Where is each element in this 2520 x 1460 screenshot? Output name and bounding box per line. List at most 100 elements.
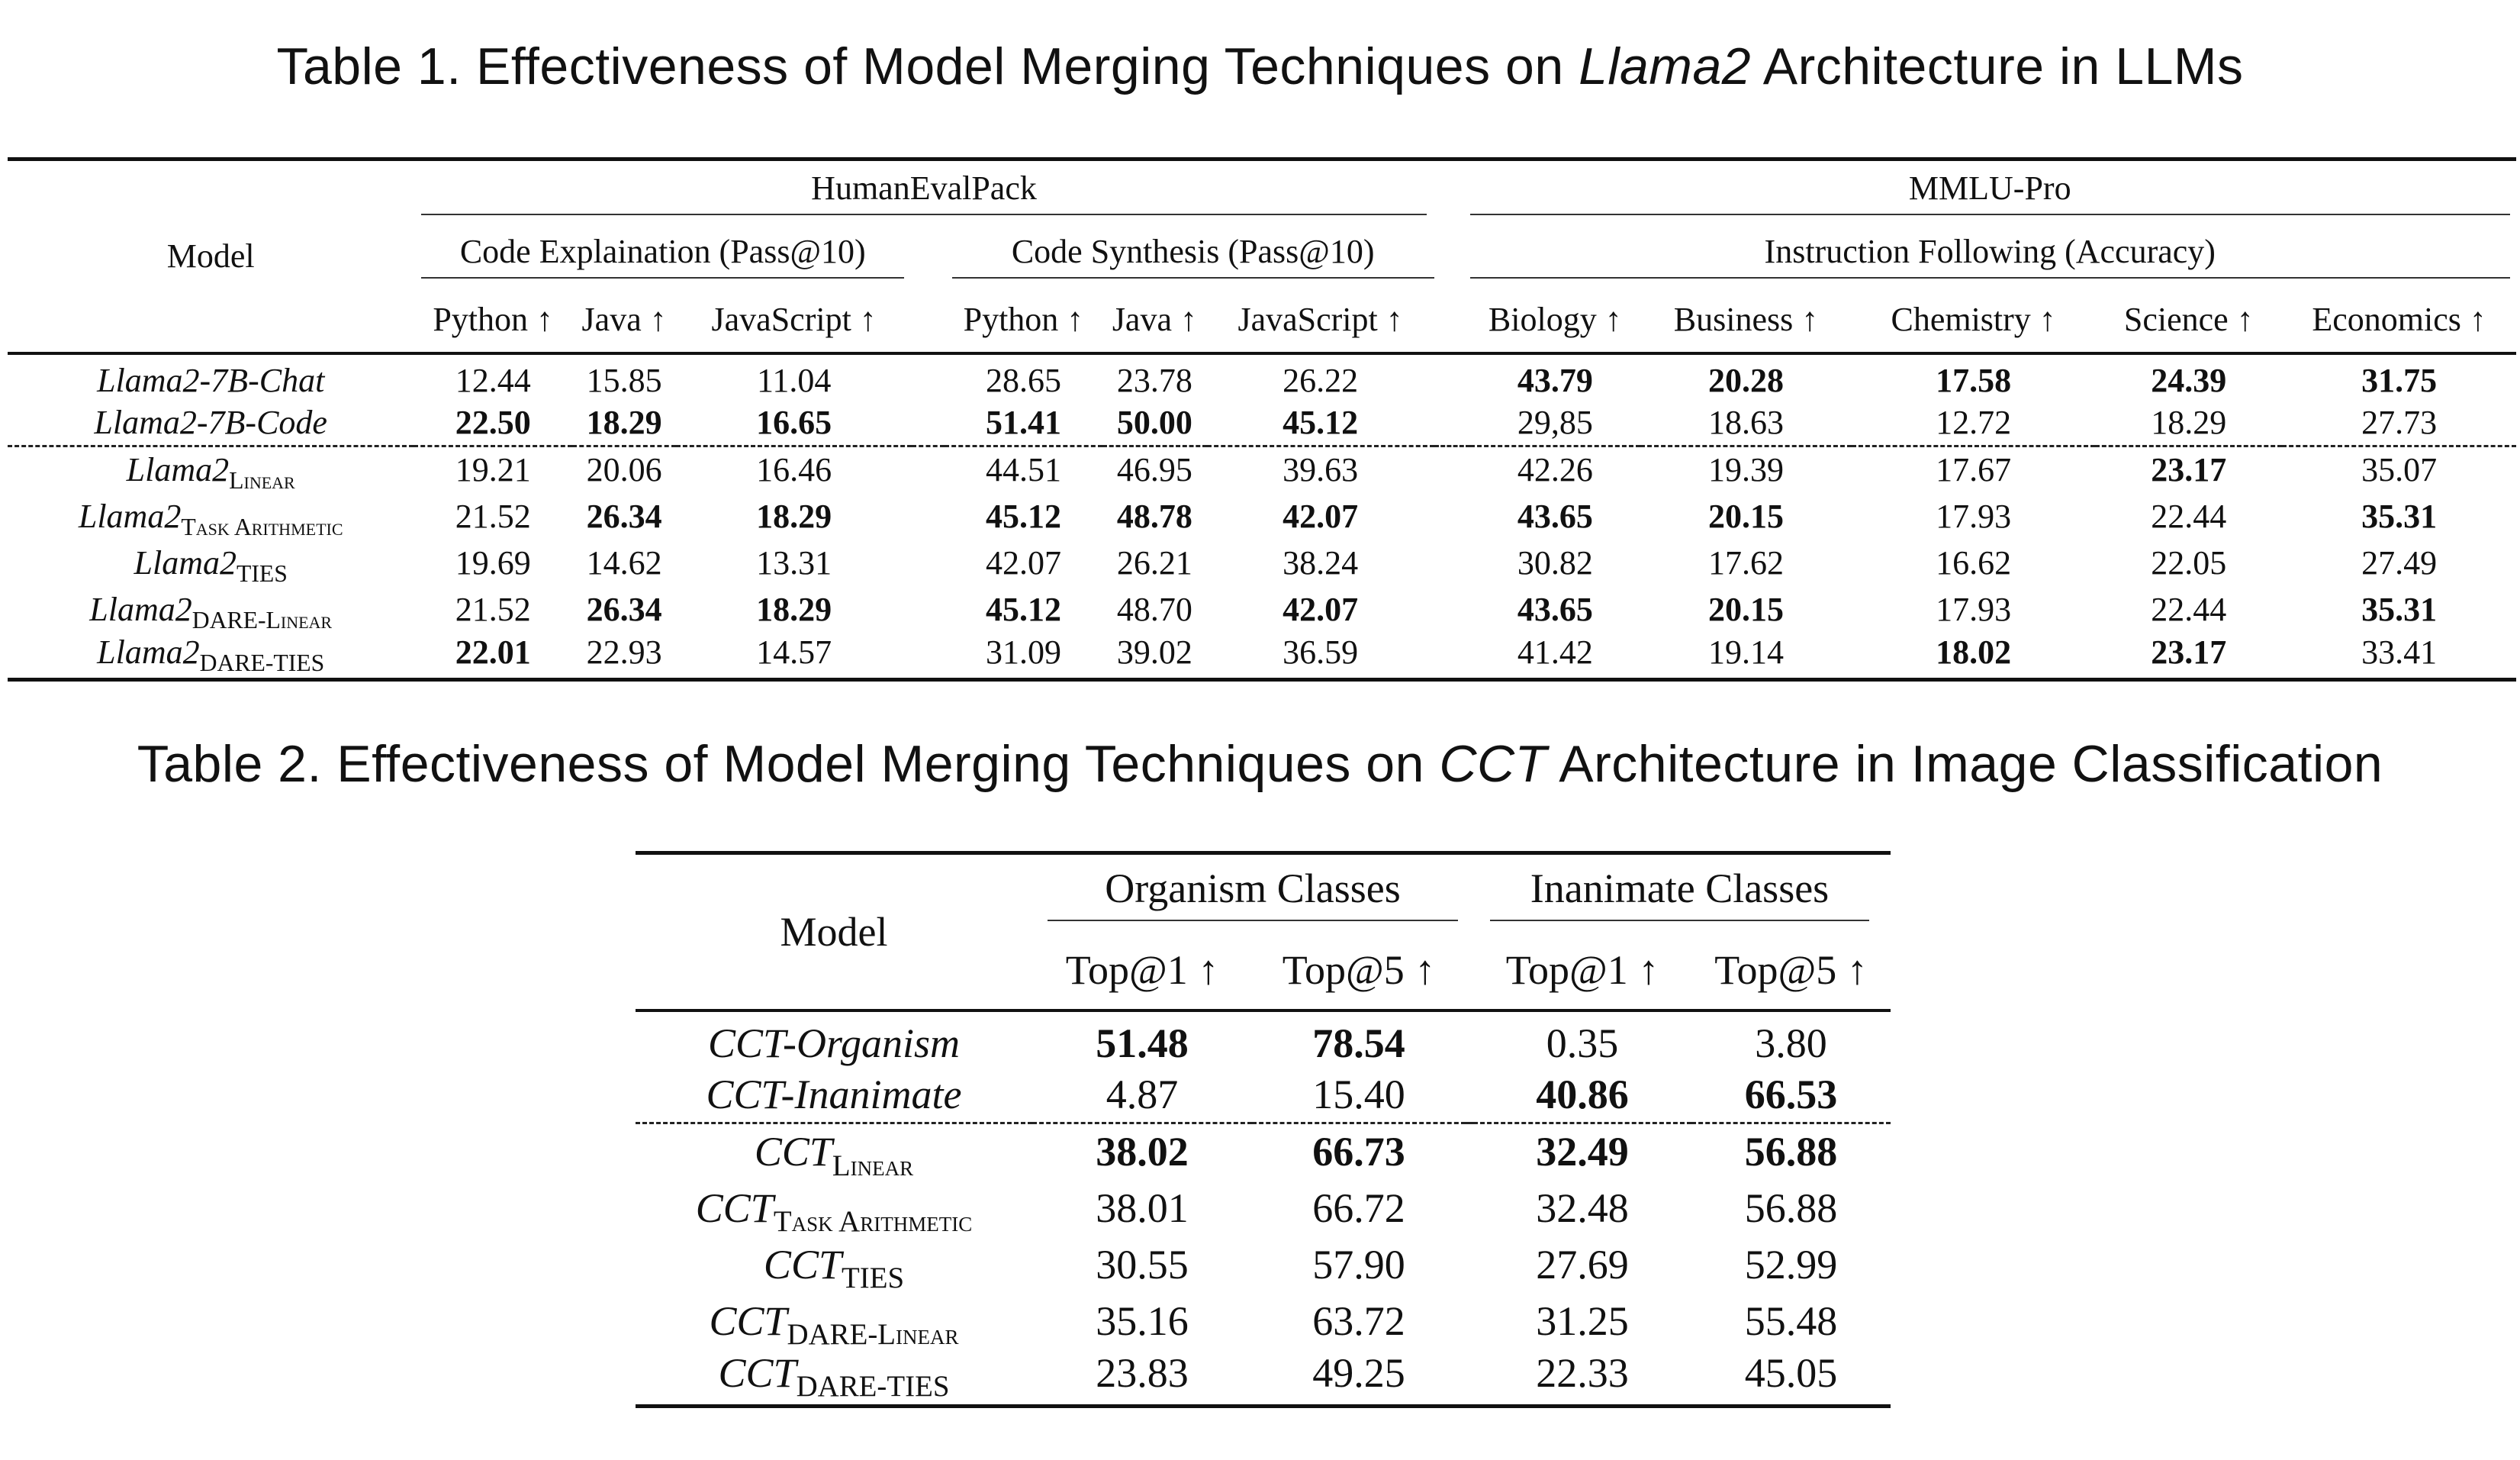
table2-column-header: Top@5 ↑ (1714, 946, 1868, 993)
row-model-name: Llama2-7B-Code (8, 400, 414, 446)
table-cell: 22.44 (2151, 590, 2227, 628)
table-cell: 26.34 (586, 497, 662, 535)
table1-column-header: Java ↑ (1112, 301, 1197, 338)
table-cell: 45.12 (1283, 403, 1359, 441)
table1-group-humanevalpack-label: HumanEvalPack (421, 169, 1427, 216)
table-cell: 29,85 (1517, 403, 1593, 441)
table-cell: 56.88 (1744, 1184, 1838, 1231)
model-base-name: Llama2-7B-Chat (97, 361, 325, 399)
table-cell: 16.46 (676, 445, 912, 493)
table-cell: 22.05 (2151, 543, 2227, 582)
table1: Model HumanEvalPack MMLU-Pro Code Explai… (8, 157, 2516, 682)
table-cell: 51.41 (985, 403, 1061, 441)
table-cell: 44.51 (944, 445, 1103, 493)
row-model-name: Llama2TIES (8, 540, 414, 587)
table-cell: 42.07 (1283, 590, 1359, 628)
table-cell: 17.58 (1936, 361, 2012, 399)
table-cell: 35.07 (2282, 445, 2516, 493)
model-base-name: CCT-Inanimate (706, 1071, 962, 1117)
table-cell: 20.28 (1708, 361, 1785, 399)
table-cell: 17.67 (1851, 445, 2096, 493)
table-cell: 18.29 (756, 590, 832, 628)
table-cell: 30.55 (1096, 1241, 1189, 1288)
model-base-name: Llama2 (97, 633, 200, 671)
table-cell: 12.44 (455, 361, 531, 399)
table-cell: 19.14 (1708, 633, 1785, 671)
table-cell: 38.02 (1032, 1122, 1252, 1180)
table-row: Llama2DARE-Linear 21.52 26.34 18.29 45.12 48.… (8, 586, 2516, 633)
row-model-name: CCT-Inanimate (636, 1067, 1032, 1123)
model-merge-method: DARE-TIES (199, 649, 325, 676)
table1-group-humanevalpack: HumanEvalPack (414, 160, 1434, 224)
model-base-name: CCT (718, 1349, 797, 1396)
table-cell: 22.93 (586, 633, 662, 671)
table-cell: 12.72 (1936, 403, 2012, 441)
table-row: CCT-Organism 51.48 78.54 0.35 3.80 (636, 1010, 1891, 1067)
table-cell: 56.88 (1691, 1122, 1891, 1180)
table-cell: 42.07 (1283, 497, 1359, 535)
table-row: CCTDARE-Linear 35.16 63.72 31.25 55.48 (636, 1293, 1891, 1351)
table-cell: 14.57 (756, 633, 832, 671)
table-cell: 19.39 (1640, 445, 1852, 493)
table-cell: 32.48 (1536, 1184, 1629, 1231)
model-base-name: CCT (695, 1184, 774, 1231)
row-model-name: CCT-Organism (636, 1010, 1032, 1067)
table-cell: 39.63 (1206, 445, 1434, 493)
table2-group-organism-label: Organism Classes (1048, 865, 1458, 921)
table-cell: 41.42 (1517, 633, 1593, 671)
table-row: CCTDARE-TIES 23.83 49.25 22.33 45.05 (636, 1349, 1891, 1406)
table-cell: 51.48 (1096, 1020, 1189, 1066)
table1-caption-suffix: Architecture in LLMs (1751, 37, 2244, 95)
table-cell: 0.35 (1546, 1020, 1619, 1066)
table-cell: 46.95 (1102, 445, 1207, 493)
table2: Model Organism Classes Inanimate Classes… (636, 851, 1891, 1408)
model-base-name: CCT (709, 1297, 787, 1344)
table-cell: 20.15 (1708, 590, 1785, 628)
table1-caption-italic: Llama2 (1579, 37, 1752, 95)
table-cell: 18.02 (1936, 633, 2012, 671)
table-cell: 26.22 (1283, 361, 1359, 399)
table1-column-header: Python ↑ (963, 301, 1084, 338)
table-row: Llama2-7B-Code 22.50 18.29 16.65 51.41 50.00 4… (8, 400, 2516, 446)
table-cell: 52.99 (1744, 1241, 1838, 1288)
table1-column-header: Biology ↑ (1488, 301, 1622, 338)
table-cell: 49.25 (1312, 1349, 1405, 1396)
row-model-name: CCTLinear (636, 1122, 1032, 1182)
model-base-name: CCT (763, 1241, 842, 1288)
table-cell: 18.29 (756, 497, 832, 535)
model-merge-method: TIES (237, 559, 288, 587)
table-cell: 31.09 (985, 633, 1061, 671)
table-cell: 45.12 (985, 590, 1061, 628)
table-cell: 3.80 (1755, 1020, 1827, 1066)
table-cell: 78.54 (1312, 1020, 1405, 1066)
table-cell: 33.41 (2361, 633, 2438, 671)
table-cell: 35.16 (1096, 1297, 1189, 1344)
table1-column-header: Science ↑ (2123, 301, 2254, 338)
table-cell: 35.31 (2361, 590, 2438, 628)
table2-caption-prefix: Table 2. Effectiveness of Model Merging … (137, 735, 1440, 793)
table-cell: 21.52 (455, 590, 531, 628)
table-cell: 43.79 (1517, 361, 1593, 399)
model-base-name: Llama2 (78, 497, 182, 535)
table2-column-header: Top@1 ↑ (1505, 946, 1659, 993)
row-model-name: CCTTIES (636, 1236, 1032, 1294)
table-row: CCTTask Arithmetic 38.01 66.72 32.48 56.88 (636, 1180, 1891, 1238)
table-cell: 35.31 (2361, 497, 2438, 535)
table-cell: 27.69 (1536, 1241, 1629, 1288)
table-cell: 16.62 (1936, 543, 2012, 582)
model-merge-method: DARE-TIES (796, 1369, 950, 1403)
table-cell: 16.65 (756, 403, 832, 441)
table1-column-header: Java ↑ (581, 301, 667, 338)
table-cell: 36.59 (1283, 633, 1359, 671)
model-merge-method: Linear (832, 1149, 914, 1182)
table-cell: 48.70 (1116, 590, 1192, 628)
model-base-name: Llama2 (134, 543, 237, 582)
table-cell: 22.50 (455, 403, 531, 441)
table1-column-header: Python ↑ (433, 301, 554, 338)
table-cell: 42.26 (1469, 445, 1641, 493)
table1-sub-instruction-following-label: Instruction Following (Accuracy) (1469, 232, 2510, 279)
table-cell: 23.83 (1096, 1349, 1189, 1396)
table-row: CCTTIES 30.55 57.90 27.69 52.99 (636, 1236, 1891, 1294)
table-cell: 23.17 (2151, 633, 2227, 671)
table-cell: 17.93 (1936, 497, 2012, 535)
